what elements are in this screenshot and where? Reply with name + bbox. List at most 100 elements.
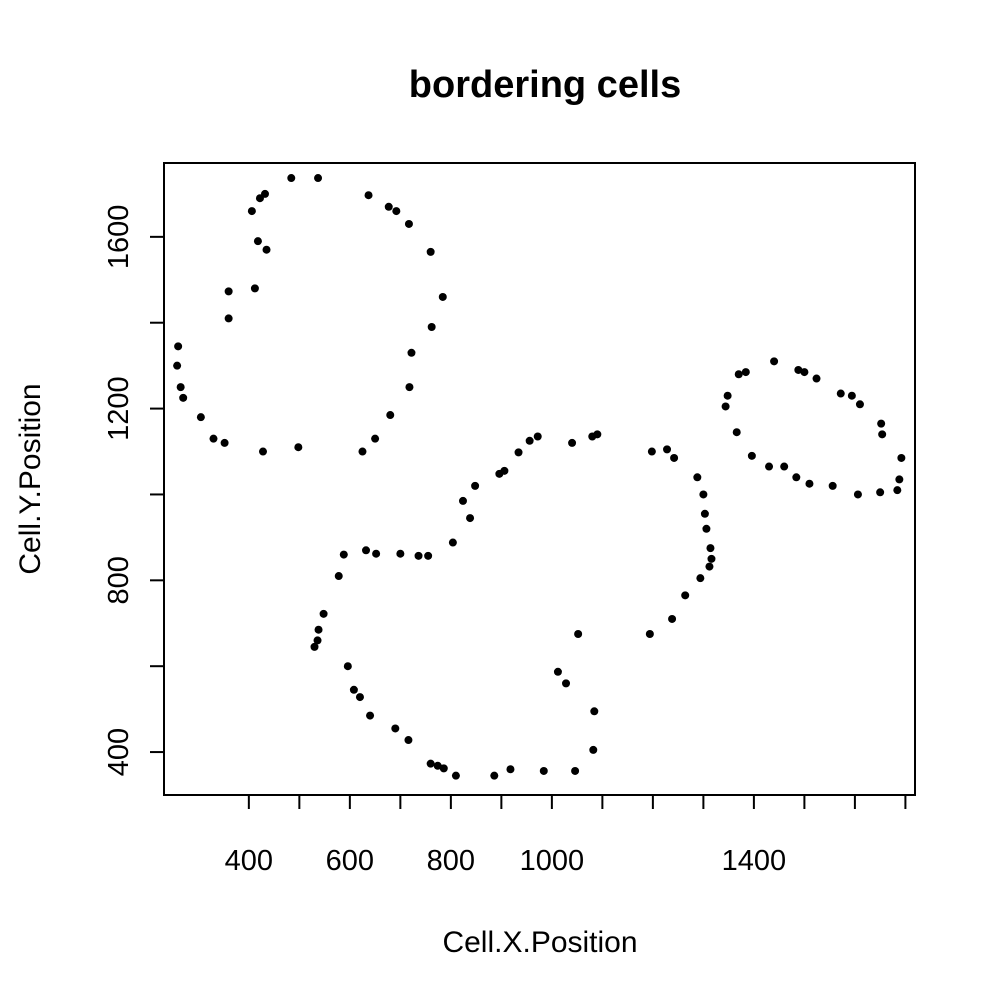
data-point — [699, 490, 708, 499]
data-point — [800, 368, 809, 377]
data-point — [876, 488, 885, 497]
data-point — [396, 549, 405, 558]
y-tick-label: 400 — [103, 728, 135, 776]
data-point — [792, 473, 801, 482]
x-axis: 400 600 800 1000 1400 — [225, 795, 907, 877]
data-point — [571, 766, 580, 775]
data-point — [805, 479, 814, 488]
data-point — [828, 481, 837, 490]
data-point — [426, 759, 435, 768]
data-point — [174, 342, 183, 351]
data-point — [247, 207, 256, 216]
y-axis-label: Cell.Y.Position — [14, 383, 47, 574]
data-point — [525, 436, 534, 445]
data-point — [878, 430, 887, 439]
data-point — [364, 191, 373, 200]
data-point — [853, 490, 862, 499]
data-point — [770, 357, 779, 366]
data-point — [780, 462, 789, 471]
data-point — [448, 538, 457, 547]
data-point — [384, 202, 393, 211]
data-point — [700, 509, 709, 518]
data-point — [553, 667, 562, 676]
data-point — [319, 609, 328, 618]
y-tick-label: 1600 — [103, 205, 135, 270]
x-tick-label: 1000 — [520, 845, 585, 877]
data-point — [732, 428, 741, 437]
data-point — [362, 546, 371, 555]
data-point — [433, 761, 442, 770]
data-point — [250, 284, 259, 293]
data-point — [458, 496, 467, 505]
data-point — [371, 434, 380, 443]
data-point — [224, 287, 233, 296]
data-point — [721, 402, 730, 411]
data-point — [314, 174, 323, 183]
data-point — [593, 430, 602, 439]
data-point — [794, 365, 803, 374]
data-point — [466, 514, 475, 523]
data-point — [812, 374, 821, 383]
data-point — [706, 544, 715, 553]
data-point — [663, 445, 672, 454]
data-point — [734, 370, 743, 379]
data-point — [539, 766, 548, 775]
data-point — [253, 237, 262, 246]
data-point — [427, 323, 436, 332]
data-point — [471, 481, 480, 490]
data-point — [506, 765, 515, 774]
data-point — [391, 724, 400, 733]
data-point — [897, 453, 906, 462]
data-point — [439, 764, 448, 773]
data-point — [366, 711, 375, 720]
data-point — [358, 447, 367, 456]
data-point — [451, 771, 460, 780]
data-point — [490, 771, 499, 780]
data-point — [855, 400, 864, 409]
data-point — [310, 642, 319, 651]
data-point — [407, 348, 416, 357]
data-point — [424, 551, 433, 560]
data-point — [334, 572, 343, 581]
data-point — [355, 693, 364, 702]
y-tick-label: 1200 — [103, 376, 135, 441]
data-point — [568, 438, 577, 447]
data-point — [589, 745, 598, 754]
data-point — [895, 475, 904, 484]
data-point — [514, 448, 523, 457]
x-tick-label: 1400 — [722, 845, 787, 877]
data-point — [438, 292, 447, 301]
data-point — [404, 219, 413, 228]
data-point — [723, 391, 732, 400]
plot-frame — [163, 162, 916, 796]
data-point — [693, 473, 702, 482]
chart-title: bordering cells — [409, 64, 681, 106]
data-point — [765, 462, 774, 471]
x-tick-label: 600 — [326, 845, 374, 877]
data-point — [681, 591, 690, 600]
data-point — [339, 550, 348, 559]
data-point — [562, 679, 571, 688]
data-point — [392, 207, 401, 216]
data-point — [645, 629, 654, 638]
data-point — [426, 247, 435, 256]
data-point — [877, 419, 886, 428]
data-point — [405, 383, 414, 392]
data-point — [294, 443, 303, 452]
data-point — [196, 413, 205, 422]
data-point — [209, 434, 218, 443]
data-point — [702, 524, 711, 533]
data-point — [500, 466, 509, 475]
data-point — [847, 391, 856, 400]
x-tick-label: 800 — [427, 845, 475, 877]
x-tick-label: 400 — [225, 845, 273, 877]
data-point — [220, 438, 229, 447]
x-axis-label: Cell.X.Position — [442, 926, 637, 959]
data-point — [313, 636, 322, 645]
data-point — [287, 174, 296, 183]
y-tick-label: 800 — [103, 556, 135, 604]
data-point — [893, 486, 902, 495]
data-point — [533, 432, 542, 441]
data-point — [173, 361, 182, 370]
data-point — [414, 551, 423, 560]
